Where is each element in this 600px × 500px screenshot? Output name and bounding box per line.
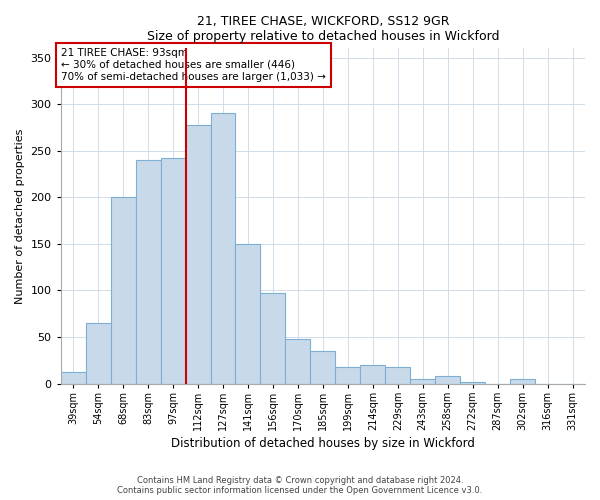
Bar [335, 367, 361, 384]
Bar [435, 376, 460, 384]
Bar [185, 124, 211, 384]
Bar [235, 244, 260, 384]
Bar [410, 379, 435, 384]
Y-axis label: Number of detached properties: Number of detached properties [15, 128, 25, 304]
Bar [361, 365, 385, 384]
Bar [136, 160, 161, 384]
Title: 21, TIREE CHASE, WICKFORD, SS12 9GR
Size of property relative to detached houses: 21, TIREE CHASE, WICKFORD, SS12 9GR Size… [146, 15, 499, 43]
Text: Contains HM Land Registry data © Crown copyright and database right 2024.
Contai: Contains HM Land Registry data © Crown c… [118, 476, 482, 495]
Bar [510, 379, 535, 384]
Bar [310, 351, 335, 384]
Bar [211, 112, 235, 384]
Bar [460, 382, 485, 384]
Bar [260, 294, 286, 384]
X-axis label: Distribution of detached houses by size in Wickford: Distribution of detached houses by size … [171, 437, 475, 450]
Bar [286, 339, 310, 384]
Bar [110, 198, 136, 384]
Bar [86, 323, 110, 384]
Bar [61, 372, 86, 384]
Text: 21 TIREE CHASE: 93sqm
← 30% of detached houses are smaller (446)
70% of semi-det: 21 TIREE CHASE: 93sqm ← 30% of detached … [61, 48, 326, 82]
Bar [385, 367, 410, 384]
Bar [161, 158, 185, 384]
